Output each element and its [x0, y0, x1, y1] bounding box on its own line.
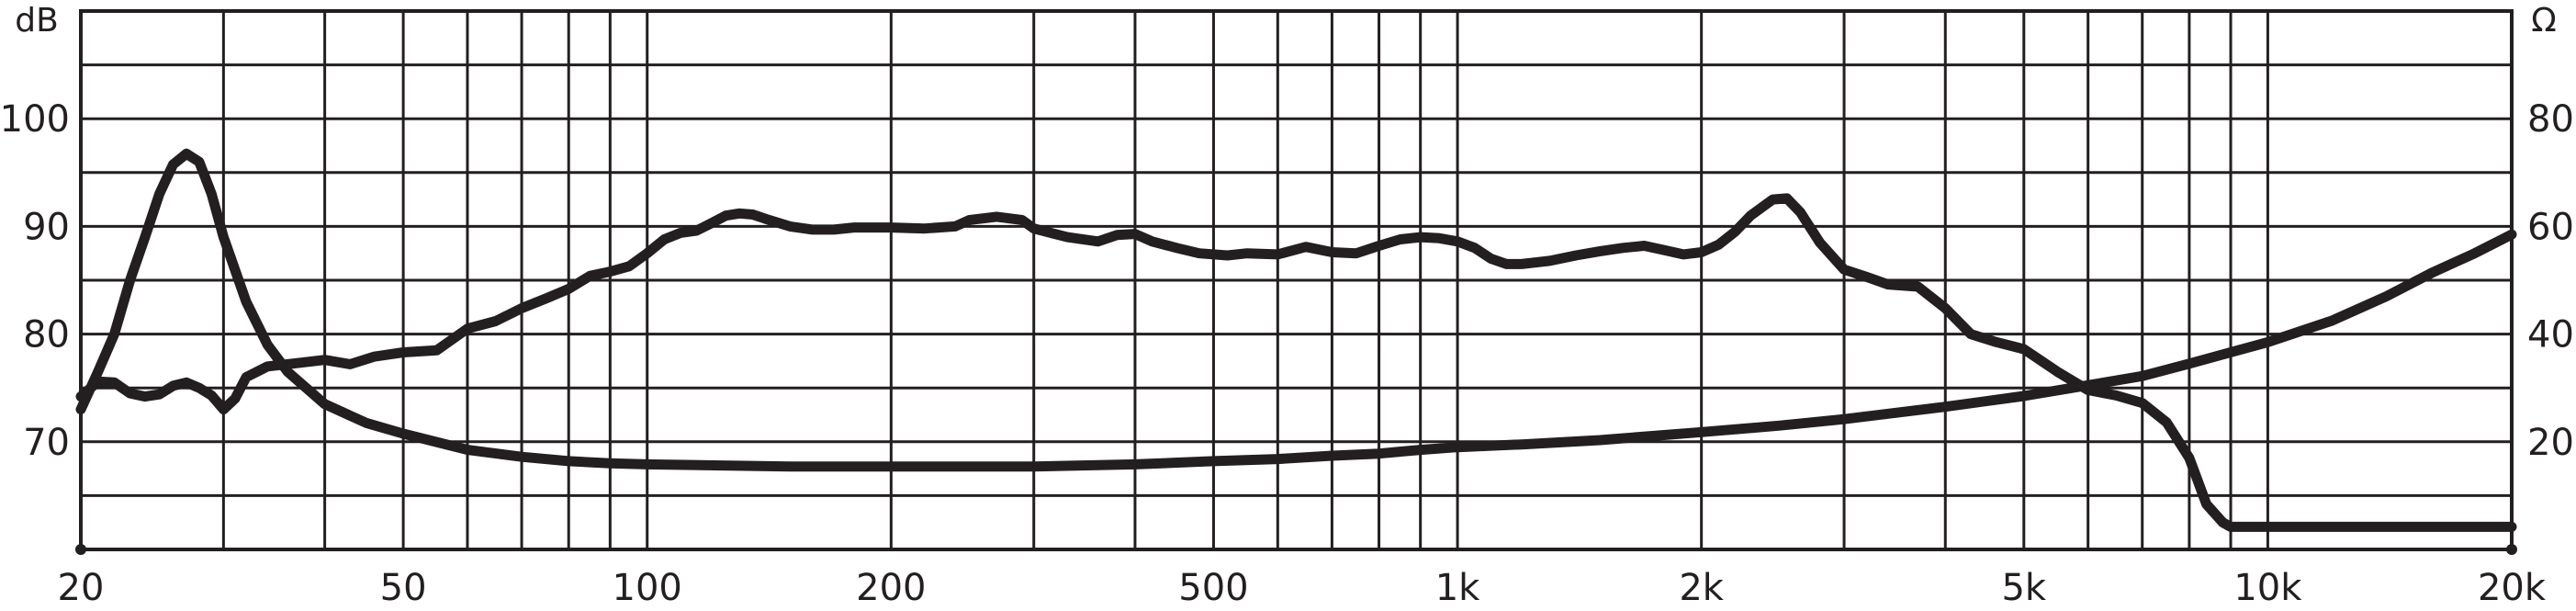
x-tick-label: 20: [58, 567, 105, 609]
spl-series-line: [75, 193, 2517, 532]
y-right-tick-label: 40: [2527, 314, 2574, 356]
x-tick-label: 20k: [2478, 567, 2547, 609]
plot-frame: [75, 9, 2517, 555]
y-right-tick-label: 80: [2527, 98, 2574, 141]
y-left-tick-label: 80: [23, 314, 70, 356]
x-tick-label: 10k: [2233, 567, 2302, 609]
x-tick-label: 5k: [2001, 567, 2046, 609]
x-tick-label: 2k: [1679, 567, 1724, 609]
x-tick-label: 200: [856, 567, 926, 609]
x-tick-label: 500: [1178, 567, 1248, 609]
left-axis-unit: dB: [15, 2, 59, 40]
x-tick-label: 100: [613, 567, 682, 609]
impedance-series-line: [75, 148, 2517, 472]
series-group: [75, 148, 2517, 532]
grid: [79, 11, 2514, 549]
x-tick-label: 1k: [1435, 567, 1480, 609]
y-right-tick-label: 60: [2527, 206, 2574, 248]
y-right-tick-label: 20: [2527, 422, 2574, 464]
y-left-tick-label: 70: [23, 422, 70, 464]
plot-border: [79, 9, 2514, 551]
y-left-tick-label: 90: [23, 206, 70, 248]
y-left-tick-label: 100: [0, 98, 70, 141]
corner-dot: [2506, 544, 2517, 555]
corner-dot: [75, 544, 86, 555]
x-tick-label: 50: [380, 567, 427, 609]
right-axis-unit: Ω: [2531, 2, 2557, 40]
